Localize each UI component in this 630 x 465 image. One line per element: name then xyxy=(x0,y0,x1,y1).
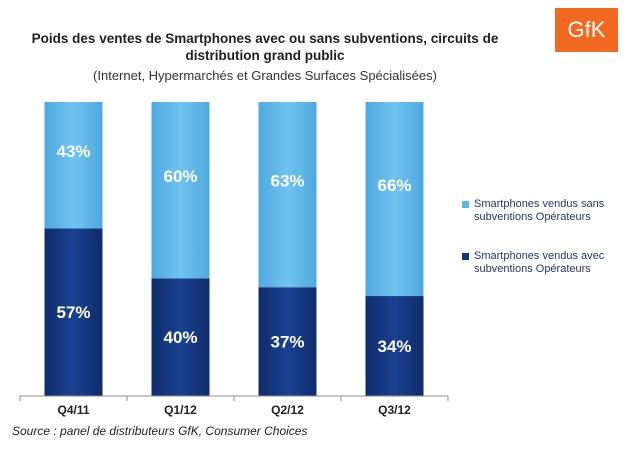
x-tick-label-3: Q3/12 xyxy=(378,403,411,417)
data-label-avec-3: 34% xyxy=(377,337,411,356)
legend-swatch-avec xyxy=(462,253,469,260)
data-label-sans-2: 63% xyxy=(270,172,304,191)
data-label-sans-1: 60% xyxy=(163,167,197,186)
data-label-sans-3: 66% xyxy=(377,176,411,195)
chart-title: Poids des ventes de Smartphones avec ou … xyxy=(31,31,499,63)
bar-segment-avec-2 xyxy=(258,287,317,396)
bar-segment-avec-1 xyxy=(151,278,210,396)
data-label-avec-1: 40% xyxy=(163,328,197,347)
legend-swatch-sans xyxy=(462,201,469,208)
chart-subtitle: (Internet, Hypermarchés et Grandes Surfa… xyxy=(93,68,437,83)
bar-segment-sans-2 xyxy=(258,102,317,288)
legend-label-sans: Smartphones vendus sans subventions Opér… xyxy=(474,198,605,223)
source-note: Source : panel de distributeurs GfK, Con… xyxy=(12,424,308,438)
bar-segment-sans-3 xyxy=(365,102,424,297)
data-label-sans-0: 43% xyxy=(56,142,90,161)
data-label-avec-0: 57% xyxy=(56,303,90,322)
bar-segment-avec-0 xyxy=(44,228,103,396)
x-tick-label-2: Q2/12 xyxy=(271,403,304,417)
bar-segment-sans-0 xyxy=(44,102,103,229)
x-tick-label-1: Q1/12 xyxy=(164,403,197,417)
bar-segment-avec-3 xyxy=(365,296,424,396)
x-tick-label-0: Q4/11 xyxy=(57,403,89,417)
bar-segment-sans-1 xyxy=(151,102,210,279)
gfk-logo: GfK xyxy=(555,8,618,52)
legend-label-avec: Smartphones vendus avec subventions Opér… xyxy=(474,250,605,275)
data-label-avec-2: 37% xyxy=(270,333,304,352)
